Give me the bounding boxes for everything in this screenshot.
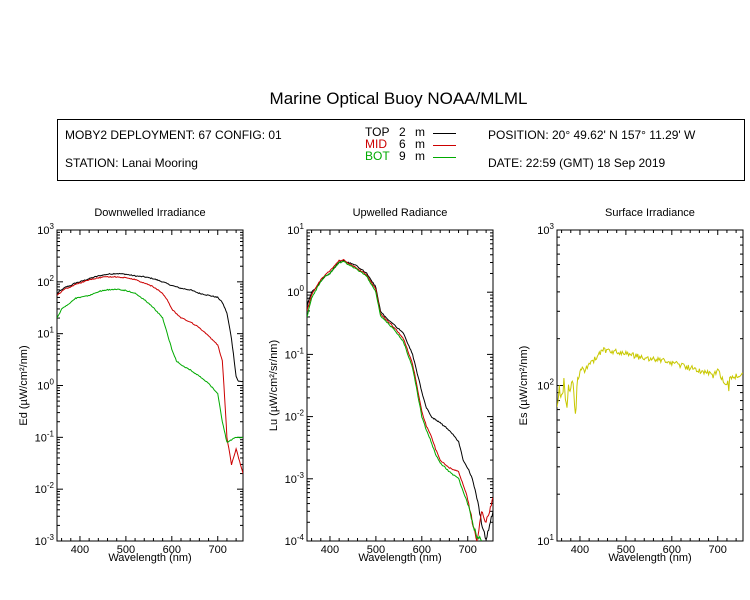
chart-2-series-bot xyxy=(307,260,482,541)
chart-1-ytick-label: 100 xyxy=(37,378,54,393)
legend-label-bot: BOT xyxy=(365,149,390,163)
chart-3-title: Surface Irradiance xyxy=(605,207,695,219)
chart-1-xtick-label: 600 xyxy=(163,544,181,556)
chart-2-ytick-label: 10-1 xyxy=(285,346,305,361)
info-box: MOBY2 DEPLOYMENT: 67 CONFIG: 01 STATION:… xyxy=(57,119,745,181)
position-text: POSITION: 20° 49.62' N 157° 11.29' W xyxy=(488,128,696,142)
chart-3-xlabel: Wavelength (nm) xyxy=(608,552,691,564)
legend-line-mid xyxy=(433,145,456,146)
chart-3-xtick-label: 400 xyxy=(571,544,589,556)
chart-1-xtick-label: 400 xyxy=(71,544,89,556)
legend-label-top: TOP xyxy=(365,125,390,139)
chart-2-series-mid xyxy=(307,258,493,541)
chart-3-frame xyxy=(556,229,744,542)
date-text: DATE: 22:59 (GMT) 18 Sep 2019 xyxy=(488,156,666,170)
chart-2-frame xyxy=(306,229,494,542)
chart-1-series-mid xyxy=(57,275,243,474)
chart-3-ytick-label: 101 xyxy=(537,533,554,548)
legend-unit-mid: m xyxy=(415,137,425,151)
chart-3-ytick-label: 103 xyxy=(537,222,554,237)
chart-2-ytick-label: 10-4 xyxy=(285,533,305,548)
chart-1-xtick-label: 700 xyxy=(209,544,227,556)
legend-depth-mid: 6 xyxy=(399,137,406,151)
chart-1-xtick-label: 500 xyxy=(117,544,135,556)
chart-2-xtick-label: 500 xyxy=(367,544,385,556)
chart-2-xtick-label: 700 xyxy=(459,544,477,556)
deployment-text: MOBY2 DEPLOYMENT: 67 CONFIG: 01 xyxy=(65,128,282,142)
chart-2-ytick-label: 100 xyxy=(287,284,304,299)
chart-1-ylabel: Ed (µW/cm²/nm) xyxy=(18,345,30,425)
main-title: Marine Optical Buoy NOAA/MLML xyxy=(269,89,528,108)
chart-3-xtick-label: 500 xyxy=(617,544,635,556)
chart-2-ylabel: Lu (µW/cm²/sr/nm) xyxy=(268,340,280,431)
chart-2-xlabel: Wavelength (nm) xyxy=(358,552,441,564)
chart-3-ytick-label: 102 xyxy=(537,378,554,393)
chart-1-ytick-label: 101 xyxy=(37,326,54,341)
legend-line-bot xyxy=(433,157,456,158)
chart-2-title: Upwelled Radiance xyxy=(353,207,448,219)
chart-2-ytick-label: 10-2 xyxy=(285,409,305,424)
chart-1-ytick-label: 10-2 xyxy=(35,481,55,496)
chart-1-xlabel: Wavelength (nm) xyxy=(108,552,191,564)
chart-1-frame xyxy=(56,229,244,542)
legend-depth-top: 2 xyxy=(399,125,406,139)
legend-depth-bot: 9 xyxy=(399,149,406,163)
legend-label-mid: MID xyxy=(365,137,387,151)
chart-1-ytick-label: 10-3 xyxy=(35,533,55,548)
chart-3-series-es xyxy=(557,346,743,414)
chart-3-xtick-label: 600 xyxy=(663,544,681,556)
chart-2-xtick-label: 400 xyxy=(321,544,339,556)
chart-3-xtick-label: 700 xyxy=(709,544,727,556)
legend-line-top xyxy=(433,133,456,134)
chart-2-xtick-label: 600 xyxy=(413,544,431,556)
legend-unit-bot: m xyxy=(415,149,425,163)
chart-2-ytick-label: 101 xyxy=(287,222,304,237)
chart-1-title: Downwelled Irradiance xyxy=(94,207,205,219)
chart-3-ylabel: Es (µW/cm²/nm) xyxy=(518,346,530,426)
chart-1-series-bot xyxy=(57,288,243,443)
chart-1-ytick-label: 103 xyxy=(37,222,54,237)
legend-unit-top: m xyxy=(415,125,425,139)
chart-1-ytick-label: 10-1 xyxy=(35,429,55,444)
chart-2-ytick-label: 10-3 xyxy=(285,471,305,486)
chart-1-series-top xyxy=(57,272,243,383)
chart-1-ytick-label: 102 xyxy=(37,274,54,289)
station-text: STATION: Lanai Mooring xyxy=(65,156,198,170)
